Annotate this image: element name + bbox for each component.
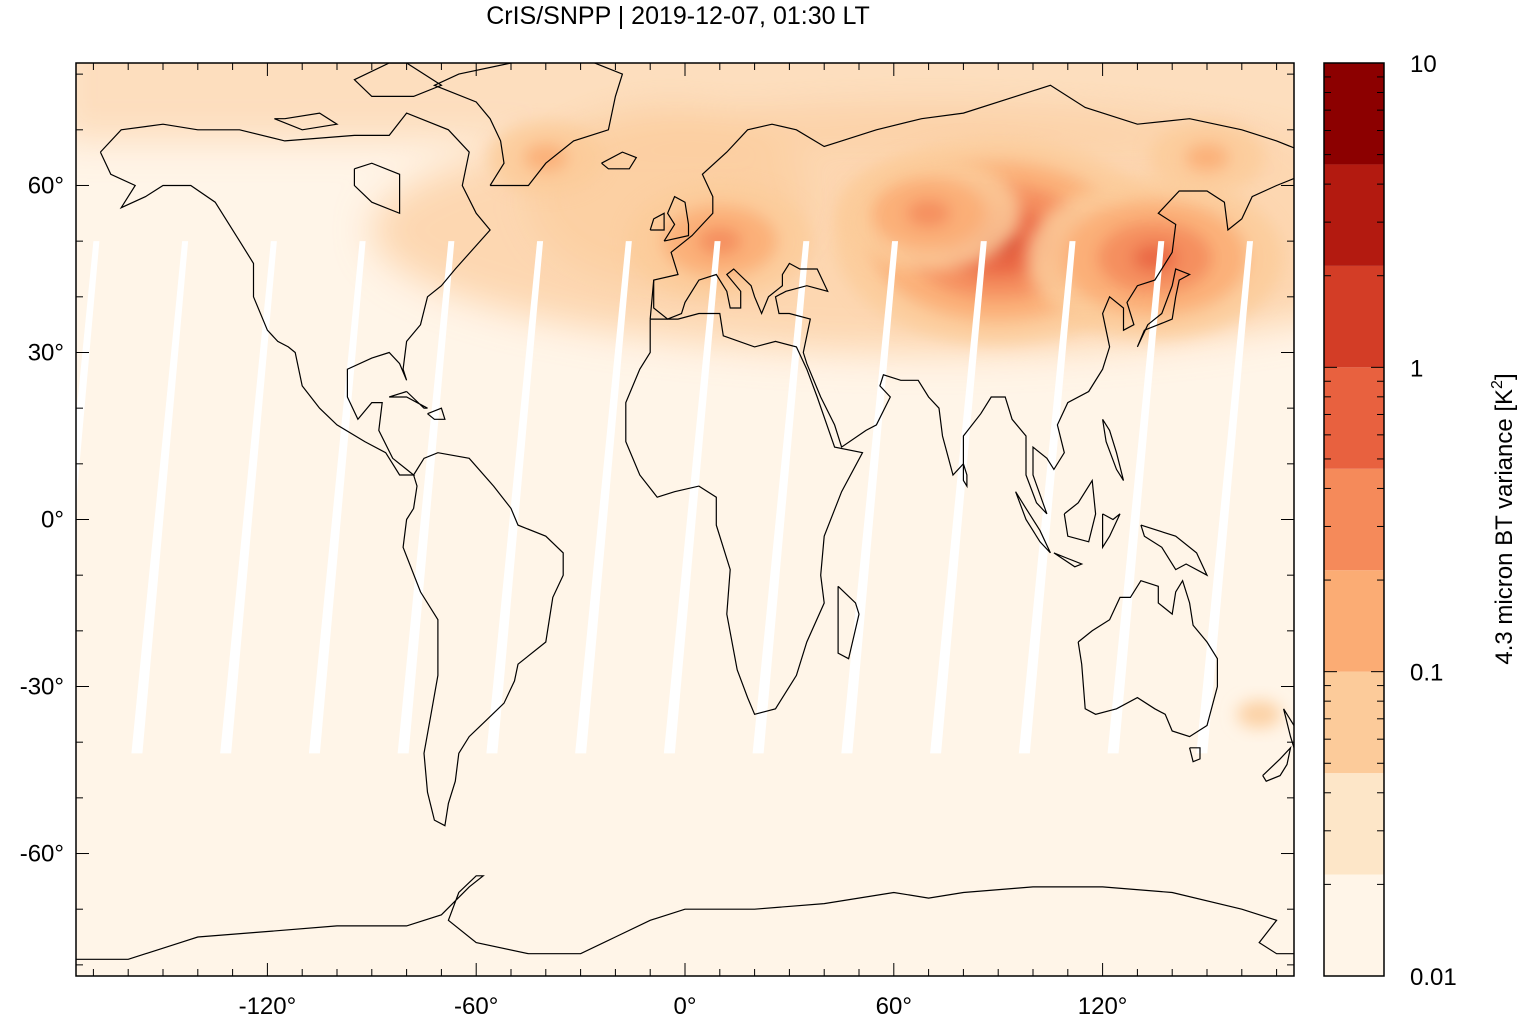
colorbar-level <box>1324 367 1384 469</box>
colorbar-level <box>1324 468 1384 571</box>
swath-gap <box>1018 241 1076 754</box>
coastline <box>353 63 443 98</box>
colorbar-level <box>1324 671 1384 774</box>
hotspot-level <box>906 199 951 228</box>
swath-gap <box>131 241 189 754</box>
colorbar-tick-label: 10 <box>1410 51 1437 78</box>
coastline <box>1077 579 1219 738</box>
swath-gap <box>575 241 632 754</box>
coastline <box>649 84 1294 320</box>
coastline <box>99 112 491 476</box>
coastline <box>1136 268 1192 348</box>
coastline <box>653 177 1294 515</box>
y-tick-label: -60° <box>20 841 64 868</box>
colorbar-level <box>1324 164 1384 266</box>
hotspot <box>1149 121 1265 194</box>
colorbar-tick-label: 0.01 <box>1410 964 1457 991</box>
colorbar-level <box>1324 773 1384 875</box>
swath-gap <box>76 241 100 504</box>
coastline <box>601 151 638 170</box>
colorbar-tick-label: 1 <box>1410 355 1423 382</box>
coastline <box>1101 513 1121 550</box>
swath-gap <box>841 241 899 754</box>
y-tick-label: 60° <box>28 172 64 199</box>
swath-gap <box>930 241 987 754</box>
x-tick-label: -120° <box>239 993 297 1020</box>
coastline <box>274 112 339 131</box>
coastline <box>427 407 446 420</box>
hotspot <box>1236 700 1282 729</box>
colorbar-level <box>1324 874 1384 976</box>
swath-gap <box>663 241 721 754</box>
hotspot <box>488 121 604 194</box>
swath-gap <box>220 241 277 754</box>
coastline <box>1063 478 1097 543</box>
coastline <box>1102 418 1125 481</box>
colorbar-level <box>1324 265 1384 368</box>
coastline <box>432 63 624 187</box>
coastline <box>402 452 564 827</box>
coastline <box>663 195 690 242</box>
y-axis: 60° 30° 0° -30° -60° <box>20 73 1294 966</box>
x-tick-label: 60° <box>876 993 912 1020</box>
hotspot-level <box>1132 243 1178 272</box>
colorbar-tick-label: 0.1 <box>1410 660 1443 687</box>
coastline <box>1262 745 1292 782</box>
swath-gaps <box>76 241 1254 754</box>
colorbar-level <box>1324 63 1384 165</box>
x-tick-label: 0° <box>674 993 697 1020</box>
hotspot <box>835 155 1022 272</box>
hotspot <box>1026 177 1283 338</box>
colorbar-level <box>1324 570 1384 672</box>
coastline <box>1053 552 1084 568</box>
coastline <box>837 585 860 660</box>
coastline <box>649 212 665 231</box>
x-tick-label: -60° <box>454 993 498 1020</box>
y-tick-label: 30° <box>28 339 64 366</box>
coastline <box>1283 708 1294 750</box>
hotspot-level <box>523 143 569 172</box>
coastline <box>389 390 428 409</box>
coastline <box>76 875 1294 960</box>
coastline <box>1015 491 1051 554</box>
coastline <box>1189 747 1201 763</box>
coastline <box>625 312 864 716</box>
coastline <box>1140 524 1209 577</box>
hotspot-level <box>1184 143 1230 172</box>
colorbar-label: 4.3 micron BT variance [K2] <box>1489 373 1518 664</box>
map-panel <box>76 63 1294 976</box>
chart-title: CrIS/SNPP | 2019-12-07, 01:30 LT <box>486 2 870 30</box>
y-tick-label: 0° <box>41 507 64 534</box>
swath-gap <box>308 241 366 754</box>
colorbar: 10 1 0.1 0.01 <box>1323 51 1457 991</box>
y-tick-label: -30° <box>20 674 64 701</box>
coastline <box>353 162 401 215</box>
swath-gap <box>486 241 544 754</box>
swath-gap <box>397 241 455 754</box>
hotspot-level <box>1236 700 1282 729</box>
swath-gap <box>752 241 810 754</box>
coastlines <box>76 63 1294 960</box>
coastline <box>962 463 968 489</box>
swath-gap <box>1196 241 1254 754</box>
x-axis: -120° -60° 0° 60° 120° <box>92 63 1278 1020</box>
x-tick-label: 120° <box>1078 993 1128 1020</box>
colorbar-frame <box>1323 62 1385 977</box>
swath-gap <box>1107 241 1165 754</box>
